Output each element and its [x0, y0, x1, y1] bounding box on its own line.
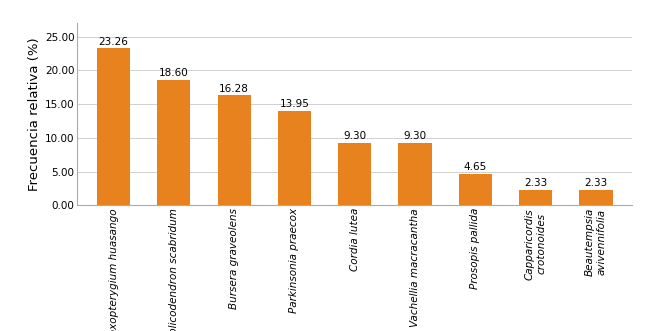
Text: 16.28: 16.28	[219, 84, 249, 94]
Bar	[278, 111, 311, 205]
Text: 23.26: 23.26	[99, 37, 128, 47]
Bar	[338, 143, 372, 205]
Bar	[399, 143, 432, 205]
Bar	[459, 174, 492, 205]
Bar	[157, 80, 190, 205]
Bar	[579, 190, 613, 205]
Text: 2.33: 2.33	[584, 178, 608, 188]
Y-axis label: Frecuencia relativa (%): Frecuencia relativa (%)	[28, 37, 41, 191]
Text: 13.95: 13.95	[279, 100, 310, 110]
Text: 9.30: 9.30	[343, 131, 366, 141]
Text: 4.65: 4.65	[464, 162, 487, 172]
Text: 18.60: 18.60	[159, 68, 189, 78]
Text: 9.30: 9.30	[404, 131, 426, 141]
Bar	[217, 95, 251, 205]
Bar	[97, 48, 130, 205]
Text: 2.33: 2.33	[524, 178, 547, 188]
Bar	[519, 190, 552, 205]
